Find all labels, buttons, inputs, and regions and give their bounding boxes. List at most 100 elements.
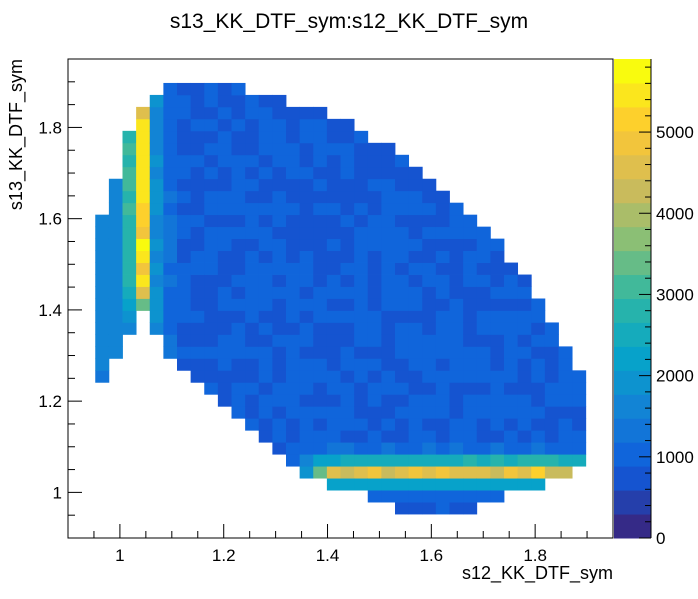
heatmap-cell [504,394,519,407]
x-axis: 1 1.2 1.4 1.6 1.8 [93,524,588,565]
heatmap-cell [517,466,532,479]
heatmap-cell [245,394,260,407]
heatmap-cell [122,202,137,216]
heatmap-cell [204,178,219,192]
heatmap-cell [313,298,328,311]
heatmap-cell [449,202,464,216]
heatmap-cell [272,274,287,287]
heatmap-cell [340,478,355,491]
heatmap-cell [149,202,164,216]
heatmap-cell [163,142,178,156]
heatmap-cell [299,346,314,359]
heatmap-cell [149,238,164,251]
heatmap-cell [231,298,246,311]
heatmap-cell [231,94,246,108]
heatmap-cell [286,214,301,228]
heatmap-cell [190,334,205,347]
heatmap-cell [354,478,369,491]
heatmap-cell [217,298,232,311]
heatmap-cell [367,262,382,275]
heatmap-cell [381,142,396,156]
heatmap-cell [476,262,491,275]
heatmap-cell [381,238,396,251]
heatmap-cell [463,274,478,287]
heatmap-cell [108,274,123,287]
heatmap-cell [544,346,559,359]
heatmap-cell [367,322,382,335]
heatmap-cell [340,178,355,192]
heatmap-cell [108,286,123,299]
heatmap-cell [258,310,273,323]
heatmap-cell [395,274,410,287]
heatmap-cell [136,274,151,287]
heatmap-cell [476,430,491,443]
heatmap-cell [408,214,423,228]
heatmap-cell [258,154,273,168]
heatmap-cell [313,262,328,275]
heatmap-cell [354,286,369,299]
heatmap-cell [463,286,478,299]
heatmap-cell [231,142,246,156]
heatmap-cell [435,298,450,311]
heatmap-cell [326,130,341,144]
heatmap-cell [340,118,355,132]
heatmap-cell [122,142,137,156]
heatmap-cell [217,370,232,383]
heatmap-cell [204,250,219,263]
heatmap-cell [258,226,273,240]
heatmap-cell [463,382,478,395]
heatmap-cell [354,454,369,467]
heatmap-cell [367,334,382,347]
heatmap-cell [504,454,519,467]
heatmap-cell [190,226,205,240]
heatmap-cell [177,94,192,108]
heatmap-cell [490,322,505,335]
heatmap-cell [408,298,423,311]
heatmap-cell [354,466,369,479]
heatmap-cell [531,358,546,371]
heatmap-cell [258,274,273,287]
heatmap-cell [381,178,396,192]
heatmap-cell [340,202,355,216]
heatmap-cell [163,166,178,180]
heatmap-cell [326,154,341,168]
heatmap-cell [422,238,437,251]
heatmap-cell [272,226,287,240]
heatmap-cell [463,466,478,479]
heatmap-cell [367,430,382,443]
heatmap-cell [190,262,205,275]
heatmap-cell [231,310,246,323]
heatmap-cell [490,346,505,359]
heatmap-cell [422,478,437,491]
heatmap-cell [449,286,464,299]
heatmap-cell [367,286,382,299]
heatmap-cell [381,370,396,383]
heatmap-cell [449,490,464,503]
heatmap-cell [476,370,491,383]
heatmap-cell [504,478,519,491]
heatmap-cell [313,166,328,180]
heatmap-cell [231,406,246,419]
heatmap-cell [449,238,464,251]
heatmap-cell [122,250,137,263]
heatmap-cell [435,346,450,359]
heatmap-cell [299,406,314,419]
heatmap-cell [367,406,382,419]
heatmap-cell [313,130,328,144]
heatmap-cell [531,334,546,347]
heatmap-cell [381,454,396,467]
heatmap-cell [463,262,478,275]
heatmap-cell [395,286,410,299]
y-axis-label: s13_KK_DTF_sym [6,59,27,210]
heatmap-cell [95,370,110,383]
heatmap-cell [340,370,355,383]
heatmap-cell [245,274,260,287]
heatmap-cell [204,286,219,299]
heatmap-cell [299,166,314,180]
heatmap-cell [395,406,410,419]
y-tick-label: 1.4 [38,301,62,320]
heatmap-cell [504,274,519,287]
heatmap-cell [490,262,505,275]
heatmap-cell [504,382,519,395]
heatmap-cell [408,430,423,443]
